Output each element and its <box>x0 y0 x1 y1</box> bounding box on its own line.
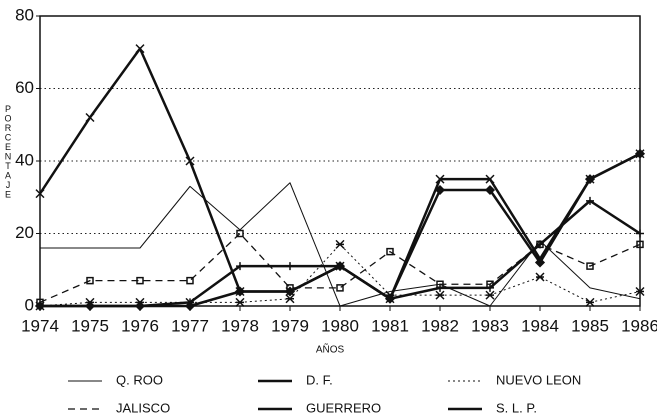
marker <box>336 284 344 292</box>
marker <box>234 286 246 297</box>
legend-label: NUEVO LEON <box>496 372 581 387</box>
marker <box>184 300 196 312</box>
marker <box>34 300 46 312</box>
series-line <box>40 152 641 308</box>
legend-label: GUERRERO <box>306 400 381 415</box>
x-tick-label: 1984 <box>521 316 559 335</box>
marker <box>535 272 545 282</box>
legend-label: Q. ROO <box>116 372 163 387</box>
marker <box>534 257 546 268</box>
y-tick-label: 40 <box>15 150 34 169</box>
marker <box>285 294 295 304</box>
marker <box>485 174 495 184</box>
marker <box>284 286 296 297</box>
marker <box>636 229 644 238</box>
x-tick-label: 1980 <box>321 316 359 335</box>
marker <box>585 297 595 307</box>
y-tick-label: 20 <box>15 223 34 242</box>
marker <box>634 148 646 159</box>
marker <box>434 184 446 196</box>
x-tick-label: 1979 <box>271 316 309 335</box>
legend-label: S. L. P. <box>496 400 537 415</box>
legend-label: D. F. <box>306 372 333 387</box>
marker <box>584 174 596 185</box>
marker <box>86 276 94 285</box>
series-line <box>39 232 641 303</box>
x-tick-label: 1977 <box>171 316 209 335</box>
marker <box>334 261 346 272</box>
marker <box>335 239 345 249</box>
marker <box>536 240 544 249</box>
marker <box>436 280 444 288</box>
marker <box>484 184 496 196</box>
marker <box>186 276 194 285</box>
x-tick-label: 1981 <box>371 316 409 335</box>
x-axis-label: AÑOS <box>316 343 345 356</box>
x-tick-label: 1983 <box>471 316 509 335</box>
marker <box>236 262 244 271</box>
legend-label: JALISCO <box>116 400 170 415</box>
marker <box>135 44 145 54</box>
marker <box>235 297 245 307</box>
x-tick-label: 1978 <box>221 316 259 335</box>
marker <box>486 280 494 288</box>
marker <box>84 300 96 312</box>
x-tick-label: 1974 <box>21 316 59 335</box>
marker <box>635 286 645 297</box>
y-tick-label: 60 <box>15 78 34 97</box>
marker <box>85 112 95 123</box>
x-tick-label: 1986 <box>621 316 657 335</box>
x-tick-label: 1975 <box>71 316 109 335</box>
marker <box>35 189 45 199</box>
marker <box>435 174 445 184</box>
marker <box>485 290 495 300</box>
marker <box>636 240 644 249</box>
y-tick-label: 0 <box>25 295 34 314</box>
marker <box>134 300 146 312</box>
marker <box>236 229 244 238</box>
marker <box>435 290 445 300</box>
y-tick-label: 80 <box>15 5 34 24</box>
x-tick-label: 1982 <box>421 316 459 335</box>
marker <box>386 247 394 256</box>
marker <box>286 262 294 271</box>
marker <box>136 276 144 285</box>
marker <box>384 293 396 304</box>
marker <box>586 196 594 205</box>
x-tick-label: 1985 <box>571 316 609 335</box>
series-line <box>39 243 641 307</box>
x-tick-label: 1976 <box>121 316 159 335</box>
marker <box>586 262 594 270</box>
marker <box>185 156 195 166</box>
